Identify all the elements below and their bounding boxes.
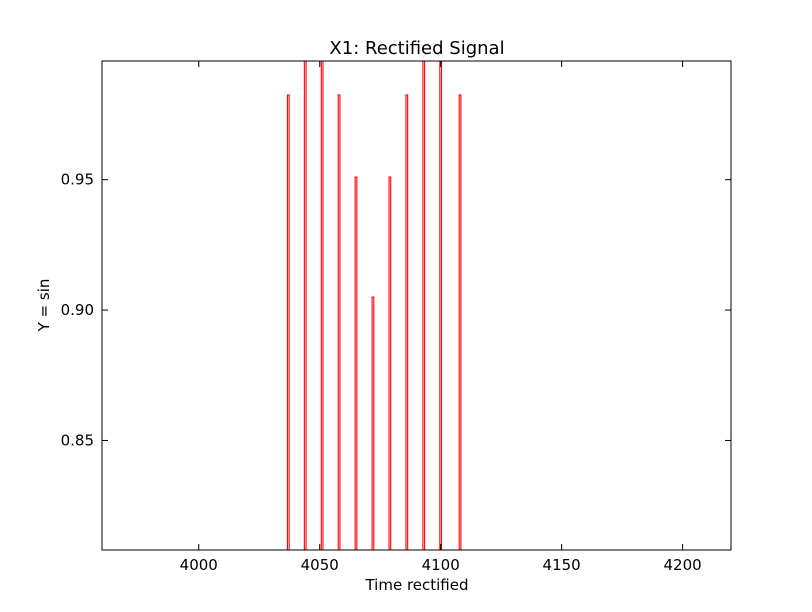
signal-peak [422, 61, 426, 550]
signal-peak [320, 61, 324, 550]
plot-area [286, 61, 462, 550]
x-axis-label: Time rectified [364, 576, 468, 594]
series-line [286, 61, 462, 550]
x-tick-label: 4000 [180, 556, 218, 574]
signal-peak [371, 296, 375, 550]
x-tick-label: 4100 [422, 556, 460, 574]
y-tick-label: 0.90 [61, 301, 94, 319]
y-axis: 0.85 0.90 0.95 [61, 171, 731, 449]
x-tick-label: 4050 [301, 556, 339, 574]
signal-peak [439, 61, 443, 550]
signal-peak [286, 94, 290, 550]
y-axis-label: Y = sin [35, 279, 53, 333]
x-axis: 4000 4050 4100 4150 4200 [180, 61, 702, 574]
signal-peak [388, 176, 392, 550]
y-tick-label: 0.95 [61, 171, 94, 189]
signal-peak [303, 61, 307, 550]
signal-peak [337, 94, 341, 550]
plot-frame [101, 60, 732, 551]
chart-title: X1: Rectified Signal [329, 38, 504, 59]
signal-peak [354, 176, 358, 550]
x-tick-label: 4150 [543, 556, 581, 574]
signal-peak [405, 94, 409, 550]
x-tick-label: 4200 [664, 556, 702, 574]
y-tick-label: 0.85 [61, 431, 94, 449]
signal-peak [458, 94, 462, 550]
